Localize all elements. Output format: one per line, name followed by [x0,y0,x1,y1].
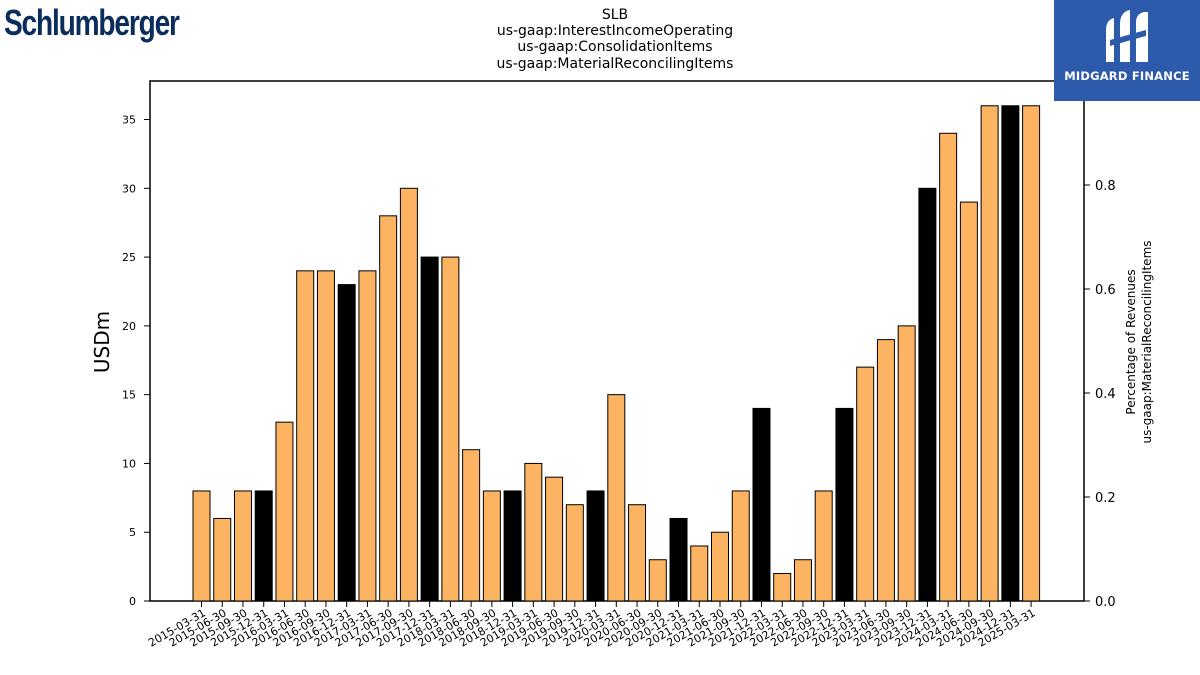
bar-2023-03-31 [856,366,875,602]
bar-2015-06-30 [213,517,232,602]
y-tick-label-25: 25 [122,251,136,264]
bar-2020-09-30 [648,559,667,602]
bar-2017-09-30 [399,187,418,602]
y-right-tick-label-0.4: 0.4 [1095,387,1116,402]
bar-2023-09-30 [897,325,916,602]
chart-title-line-2: us-gaap:InterestIncomeOperating [496,23,734,39]
bar-2023-12-31 [918,187,937,602]
bar-2020-03-31 [607,394,626,602]
y-tick-label-0: 0 [129,595,136,608]
bar-2019-12-31 [586,490,605,602]
midgard-emblem-icon [1106,10,1148,62]
bar-2020-06-30 [628,504,647,602]
bar-2018-06-30 [462,449,481,602]
bar-2019-03-31 [524,462,543,602]
bar-2024-12-31 [1001,105,1020,602]
bar-2015-12-31 [254,490,273,602]
bar-2018-09-30 [482,490,501,602]
y-right-axis-label-line-1: Percentage of Revenues [1124,269,1138,414]
bar-2016-12-31 [337,284,356,602]
y-tick-label-5: 5 [129,526,136,539]
bar-2021-06-30 [711,531,729,602]
y-right-tick-label-0.8: 0.8 [1095,179,1116,194]
bar-2021-03-31 [690,545,709,602]
bar-2015-03-31 [192,490,211,602]
bar-2017-06-30 [379,215,398,602]
bar-2019-06-30 [545,476,564,602]
bar-2016-06-30 [296,270,315,602]
bar-2018-03-31 [441,256,460,602]
bar-2021-12-31 [752,407,771,602]
bar-2022-12-31 [835,407,854,602]
y-tick-label-15: 15 [122,389,136,402]
y-right-tick-label-0.6: 0.6 [1095,283,1116,298]
bar-2024-03-31 [939,132,958,602]
y-tick-label-30: 30 [122,182,136,195]
bar-2016-03-31 [275,421,294,602]
bar-2015-09-30 [233,490,252,602]
chart-title-line-4: us-gaap:MaterialReconcilingItems [496,56,734,72]
bar-2025-03-31 [1022,105,1041,602]
bar-2024-06-30 [959,201,978,602]
y-tick-label-35: 35 [122,114,136,127]
y-tick-label-20: 20 [122,320,136,333]
schlumberger-logo: Schlumberger [4,2,180,43]
bar-2016-09-30 [316,270,335,602]
y-right-tick-label-0.0: 0.0 [1095,595,1116,610]
bar-2019-09-30 [565,504,584,602]
bar-2017-12-31 [420,256,439,602]
bar-2023-06-30 [876,339,895,602]
midgard-finance-wordmark: MIDGARD FINANCE [1064,69,1190,83]
y-right-tick-label-0.2: 0.2 [1095,491,1116,506]
bar-2022-03-31 [773,572,792,602]
bar-2017-03-31 [358,270,377,602]
bar-2020-12-31 [669,517,688,602]
midgard-finance-logo: MIDGARD FINANCE [1054,0,1200,101]
bar-2022-06-30 [793,559,812,602]
y-axis-label: USDm [90,311,114,373]
y-right-axis-label-line-2: us-gaap:MaterialReconcilingItems [1140,240,1154,443]
bar-2022-09-30 [814,490,833,602]
bar-2018-12-31 [503,490,522,602]
y-tick-label-10: 10 [122,457,136,470]
chart-title-line-1: SLB [601,7,629,23]
chart-title-line-3: us-gaap:ConsolidationItems [517,39,713,55]
bar-2021-09-30 [731,490,750,602]
bar-2024-09-30 [980,105,999,602]
